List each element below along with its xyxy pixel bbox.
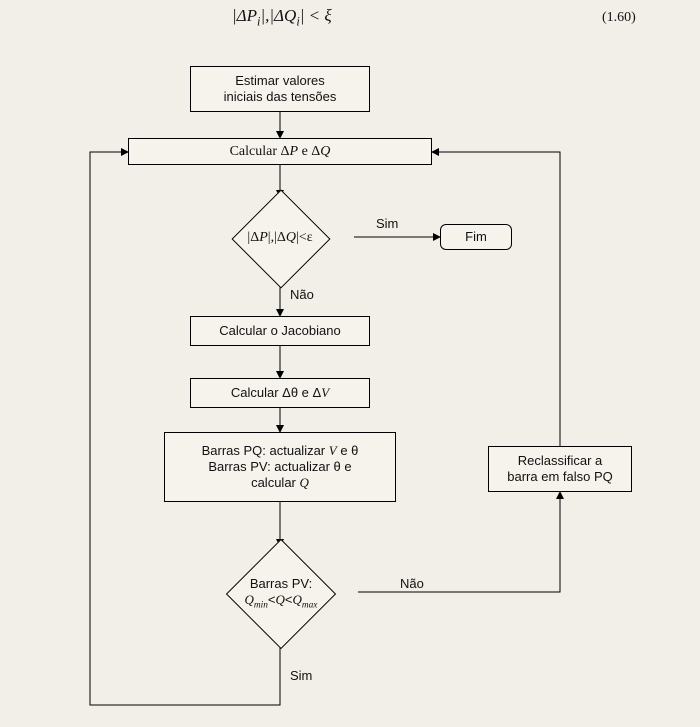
node-calc-dtheta-dv-text: Calcular Δθ e ΔV [231, 385, 329, 401]
node-calc-dpq-text: Calcular ΔP e ΔQ [230, 144, 331, 159]
node-fim-text: Fim [465, 229, 487, 245]
figure-page: |ΔPi|,|ΔQi| < ξ (1.60) E [0, 0, 700, 727]
node-update-text: Barras PQ: actualizar V e θ Barras PV: a… [202, 443, 359, 492]
node-reclassificar-text: Reclassificar a barra em falso PQ [507, 453, 613, 486]
node-fim: Fim [440, 224, 512, 250]
node-start: Estimar valores iniciais das tensões [190, 66, 370, 112]
equation-number: (1.60) [602, 10, 636, 26]
node-jacobiano-text: Calcular o Jacobiano [219, 323, 340, 339]
equation-top: |ΔPi|,|ΔQi| < ξ [232, 6, 332, 29]
node-jacobiano: Calcular o Jacobiano [190, 316, 370, 346]
label-checkq-sim: Sim [290, 668, 312, 683]
node-check-q: Barras PV: Qmin<Q<Qmax [198, 546, 364, 640]
label-test-sim: Sim [376, 216, 398, 231]
label-test-nao: Não [290, 287, 314, 302]
node-reclassificar: Reclassificar a barra em falso PQ [488, 446, 632, 492]
label-checkq-nao: Não [400, 576, 424, 591]
node-calc-dtheta-dv: Calcular Δθ e ΔV [190, 378, 370, 408]
node-update: Barras PQ: actualizar V e θ Barras PV: a… [164, 432, 396, 502]
node-calc-dpq: Calcular ΔP e ΔQ [128, 138, 432, 165]
node-start-text: Estimar valores iniciais das tensões [224, 73, 337, 106]
node-test-eps: |ΔP|,|ΔQ|<ε [206, 197, 354, 279]
